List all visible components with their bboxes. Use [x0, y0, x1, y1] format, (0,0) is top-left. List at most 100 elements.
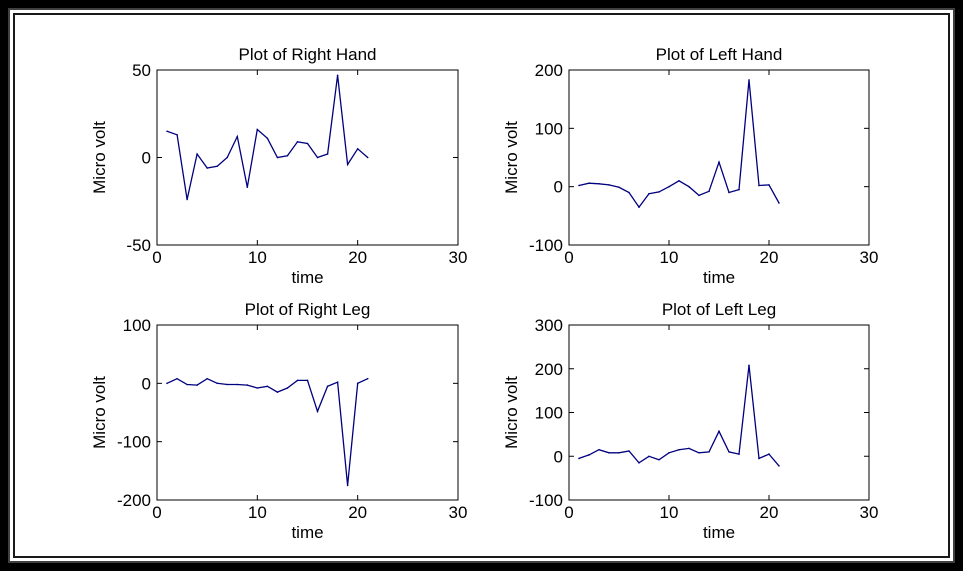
data-point: [356, 382, 359, 385]
y-tick-label: 200: [535, 360, 563, 379]
y-tick-label: 50: [132, 61, 151, 80]
data-point: [256, 128, 259, 131]
data-point: [608, 451, 610, 454]
data-point: [366, 156, 369, 159]
data-point: [176, 377, 178, 380]
data-point: [256, 387, 259, 389]
data-point: [648, 455, 650, 458]
data-point: [718, 161, 720, 163]
data-point: [226, 156, 229, 159]
data-point: [648, 192, 650, 195]
y-tick-label: 0: [142, 149, 151, 168]
data-point: [206, 167, 208, 169]
data-point: [356, 147, 359, 150]
data-point: [276, 391, 279, 393]
y-tick-label: -100: [529, 491, 563, 510]
data-point: [316, 410, 319, 413]
data-point: [176, 133, 178, 136]
data-point: [306, 142, 309, 145]
y-axis-label: Micro volt: [502, 376, 521, 449]
y-tick-label: 0: [142, 374, 151, 393]
data-point: [336, 381, 339, 383]
data-point: [708, 451, 710, 453]
data-point: [688, 447, 690, 450]
data-point: [296, 140, 299, 143]
y-tick-label: -100: [117, 433, 151, 452]
data-point: [276, 156, 279, 159]
data-point: [266, 385, 269, 388]
data-point: [778, 202, 780, 204]
y-axis-label: Micro volt: [502, 121, 521, 194]
y-tick-label: 100: [123, 316, 151, 335]
data-point: [638, 206, 640, 208]
data-point: [698, 194, 700, 197]
data-point: [748, 79, 750, 81]
plot-area: [156, 69, 459, 246]
data-point: [588, 454, 590, 456]
data-point: [768, 184, 770, 186]
x-tick-label: 0: [152, 248, 161, 267]
x-tick-label: 30: [860, 503, 879, 522]
data-point: [638, 462, 640, 464]
x-tick-label: 20: [760, 503, 779, 522]
data-point: [236, 135, 239, 138]
data-point: [326, 385, 329, 388]
data-point: [306, 379, 309, 382]
y-tick-label: 100: [535, 119, 563, 138]
data-point: [738, 188, 740, 191]
plot-area: [568, 324, 870, 501]
data-point: [618, 186, 620, 189]
plot-title: Plot of Left Leg: [662, 300, 776, 319]
data-point: [668, 185, 670, 188]
data-point: [186, 383, 188, 386]
data-point: [578, 184, 580, 187]
x-axis-label: time: [291, 523, 323, 542]
plot-title: Plot of Right Leg: [245, 300, 371, 319]
y-tick-label: 200: [535, 61, 563, 80]
data-point: [346, 484, 349, 487]
data-point: [758, 184, 760, 187]
data-point: [718, 430, 720, 433]
y-axis-label: Micro volt: [90, 376, 109, 449]
y-tick-label: 100: [535, 404, 563, 423]
data-point: [186, 198, 188, 201]
figure-canvas: Plot of Right Hand 0 10 20 30 -50 0 50 time Micro…: [8, 8, 955, 563]
x-tick-label: 20: [348, 503, 367, 522]
y-tick-label: -50: [126, 236, 151, 255]
data-point: [658, 458, 660, 461]
y-tick-label: -200: [117, 491, 151, 510]
data-point: [366, 377, 369, 380]
data-point: [286, 387, 289, 389]
data-point: [768, 453, 770, 455]
plot-title: Plot of Left Hand: [656, 45, 783, 64]
data-point: [266, 137, 269, 140]
data-point: [698, 451, 700, 454]
data-point: [748, 364, 750, 367]
y-tick-label: 300: [535, 316, 563, 335]
data-point: [728, 451, 730, 453]
data-point: [316, 156, 319, 159]
data-point: [628, 450, 630, 452]
data-point: [286, 154, 289, 157]
data-point: [236, 383, 239, 386]
data-point: [206, 377, 208, 380]
x-tick-label: 10: [660, 503, 679, 522]
x-axis-label: time: [291, 268, 323, 287]
data-point: [346, 163, 349, 166]
data-point: [708, 190, 710, 193]
data-point: [688, 185, 690, 188]
x-tick-label: 0: [564, 248, 573, 267]
plot-area: [156, 324, 459, 501]
x-tick-label: 10: [248, 503, 267, 522]
y-tick-label: 0: [554, 447, 563, 466]
data-point: [728, 191, 730, 194]
x-tick-label: 20: [760, 248, 779, 267]
data-point: [678, 448, 680, 451]
x-tick-label: 30: [860, 248, 879, 267]
data-point: [166, 130, 168, 133]
x-tick-label: 30: [449, 503, 468, 522]
